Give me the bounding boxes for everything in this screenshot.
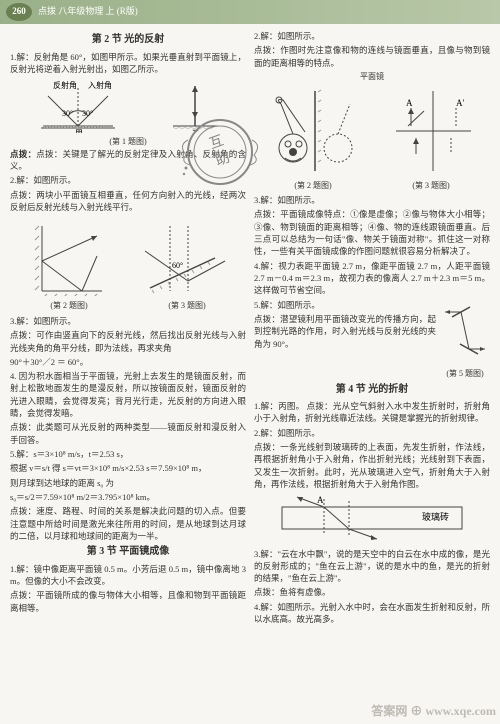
r5: 5.解：如图所示。 (254, 299, 436, 311)
section-3-title: 第 3 节 平面镜成像 (10, 545, 246, 560)
p4q2: 2.解：如图所示。 (254, 427, 490, 439)
tip4: 点拨：此类题可从光反射的两种类型——镜面反射和漫反射入手回答。 (10, 421, 246, 446)
p4q4: 4.解：如图所示。光射入水中时，会在水面发生折射和反射，所以水底高。故光高多。 (254, 601, 490, 626)
svg-text:60°: 60° (172, 261, 183, 270)
q4: 4. 因为积水面相当于平面镜，光射上去发生的是镜面反射，而射上松散地面发生的是漫… (10, 370, 246, 419)
r3: 3.解：如图所示。 (254, 194, 490, 206)
rfigure-2-3-row: A A' (254, 86, 490, 176)
stamp-icon: 互 助 (178, 110, 263, 195)
svg-text:甲: 甲 (75, 129, 83, 133)
svg-text:反射角: 反射角 (53, 80, 77, 90)
fig2-cap: (第 2 题图) (50, 300, 87, 312)
svg-text:入射角: 入射角 (88, 80, 112, 90)
tip3b: 90°＋30°／2 ＝ 60°。 (10, 356, 246, 368)
figure-2-icon (27, 216, 107, 296)
rfig5-cap: (第 5 题图) (440, 368, 490, 380)
p3q1: 1.解：镜中像距离平面镜 0.5 m。小芳后退 0.5 m，镜中像离地 3 m。… (10, 563, 246, 588)
mirror-label: 平面镜 (254, 71, 490, 83)
rfig3-cap: (第 3 题图) (412, 180, 449, 192)
r3tip: 点拨：平面镜成像特点：①像是虚像；②像与物体大小相等；③像、物到镜面的距离相等；… (254, 208, 490, 257)
section-4-title: 第 4 节 光的折射 (254, 383, 490, 398)
figure-1a-icon: 反射角 入射角 30° 30° 甲 (33, 78, 123, 133)
figure-3-icon: 60° (140, 216, 230, 296)
glass-label: 玻璃砖 (422, 511, 449, 522)
svg-text:A: A (317, 495, 324, 505)
rfig3-icon: A A' (386, 86, 481, 176)
p3tip1: 点拨：平面镜所成的像与物体大小相等，且像和物到平面镜距离相等。 (10, 589, 246, 614)
svg-text:A: A (406, 98, 413, 108)
periscope-icon (440, 299, 490, 364)
q5: 5.解：s＝3×10⁸ m/s，t＝2.53 s， (10, 448, 246, 460)
fig3-cap: (第 3 题图) (168, 300, 205, 312)
q1: 1.解：反射角是 60°，如图甲所示。如果光垂直射到平面镜上，反射光将逆着入射光… (10, 51, 246, 76)
glass-refraction-icon: A 玻璃砖 (277, 493, 467, 541)
q5a: 根据 v＝s/t 得 s＝vt＝3×10⁸ m/s×2.53 s＝7.59×10… (10, 462, 246, 474)
p4q1: 1.解：丙图。 点拨：光从空气斜射入水中发生折射时，折射角小于入射角，折射光线靠… (254, 400, 490, 425)
svg-text:30°: 30° (62, 109, 73, 118)
svg-text:30°: 30° (82, 109, 93, 118)
q5b: 则月球到达地球的距离 s₀ 为 (10, 477, 246, 489)
watermark-text: 答案网 ⊕ www.xqe.com (371, 703, 496, 720)
section-2-title: 第 2 节 光的反射 (10, 33, 246, 48)
header-title: 点拨 八年级物理 上 (R版) (38, 5, 138, 18)
p4tip2: 点拨：一条光线射到玻璃砖的上表面，先发生折射，作法线，再根据折射角小于入射角，作… (254, 441, 490, 490)
clown-mirror-icon (263, 86, 368, 176)
q3: 3.解：如图所示。 (10, 315, 246, 327)
p4tip3: 点拨：鱼将有虚像。 (254, 586, 490, 598)
svg-text:助: 助 (213, 150, 232, 170)
r4: 4.解：视力表距平面镜 2.7 m，像距平面镜 2.7 m，人距平面镜 2.7 … (254, 260, 490, 297)
svg-text:互: 互 (208, 134, 226, 153)
rfig2-cap: (第 2 题图) (294, 180, 331, 192)
page-number: 260 (6, 3, 32, 21)
tip3: 点拨：可作由竖直向下的反射光线，然后找出反射光线与入射光线夹角的角平分线，即为法… (10, 329, 246, 354)
svg-text:A': A' (456, 98, 464, 108)
r2tip: 点拨：作图时先注意像和物的连线与镜面垂直，且像与物到镜面的距离相等的特点。 (254, 44, 490, 69)
r2: 2.解：如图所示。 (254, 30, 490, 42)
q5c: s₀＝s/2＝7.59×10⁸ m/2＝3.795×10⁸ km。 (10, 491, 246, 503)
tip5: 点拨：速度、路程、时间的关系是解决此问题的切入点。但要注意题中所给时间是激光来往… (10, 505, 246, 542)
figure-2-3-row: 60° (10, 216, 246, 296)
right-column: 2.解：如图所示。 点拨：作图时先注意像和物的连线与镜面垂直，且像与物到镜面的距… (254, 30, 490, 688)
p4q3: 3.解："云在水中飘"，说的是天空中的白云在水中成的像，是光的反射形成的；"鱼在… (254, 548, 490, 585)
r5tip: 点拨：潜望镜利用平面镜改变光的传播方向，起到控制光路的作用，时入射光线与反射光线… (254, 313, 436, 350)
